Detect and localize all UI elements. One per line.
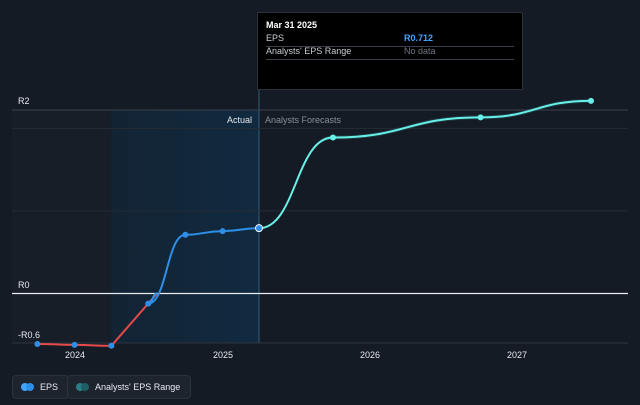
forecast-point	[477, 114, 484, 121]
forecast-label: Analysts Forecasts	[265, 115, 342, 125]
series-layer	[34, 97, 594, 349]
actual-label: Actual	[227, 115, 252, 125]
x-tick-2025: 2025	[213, 350, 233, 360]
x-tick-2026: 2026	[360, 350, 380, 360]
eps-point	[108, 342, 115, 349]
forecast-range-band	[258, 98, 591, 229]
tooltip-eps-label: EPS	[266, 33, 285, 43]
eps-point	[254, 224, 263, 233]
tooltip-spacer	[266, 59, 514, 85]
forecast-point	[329, 134, 336, 141]
legend-range-button[interactable]: Analysts' EPS Range	[67, 375, 192, 399]
y-tick-bottom: -R0.6	[18, 330, 40, 340]
tooltip-date: Mar 31 2025	[266, 20, 318, 30]
eps-point	[34, 340, 41, 347]
tooltip-eps-value: R0.712	[404, 33, 434, 43]
legend-range-label: Analysts' EPS Range	[95, 382, 181, 392]
tooltip-range-row: Analysts' EPS Range No data	[266, 46, 514, 60]
eps-point	[145, 300, 152, 307]
y-tick-zero: R0	[18, 280, 30, 290]
y-tick-top: R2	[18, 96, 30, 106]
label-layer: R2 R0 -R0.6 2024 2025 2026 2027 Actual A…	[18, 96, 527, 360]
eps-point	[182, 231, 189, 238]
x-tick-2027: 2027	[507, 350, 527, 360]
tooltip-range-label: Analysts' EPS Range	[266, 46, 352, 56]
eps-point	[219, 228, 226, 235]
chart-background	[12, 12, 260, 343]
x-tick-2024: 2024	[65, 350, 85, 360]
range-legend-icon	[76, 383, 89, 391]
eps-legend-icon	[21, 383, 34, 391]
forecast-line	[258, 99, 591, 230]
past-shade	[12, 110, 112, 343]
tooltip-range-value: No data	[404, 46, 436, 56]
actual-band	[111, 110, 259, 343]
eps-point	[71, 341, 78, 348]
forecast-point	[587, 97, 594, 104]
legend-eps-label: EPS	[40, 382, 59, 392]
tooltip-eps-row: EPS R0.712	[266, 33, 514, 47]
legend-eps-button[interactable]: EPS	[12, 375, 70, 399]
tooltip: Mar 31 2025 EPS R0.712 Analysts' EPS Ran…	[257, 12, 523, 90]
